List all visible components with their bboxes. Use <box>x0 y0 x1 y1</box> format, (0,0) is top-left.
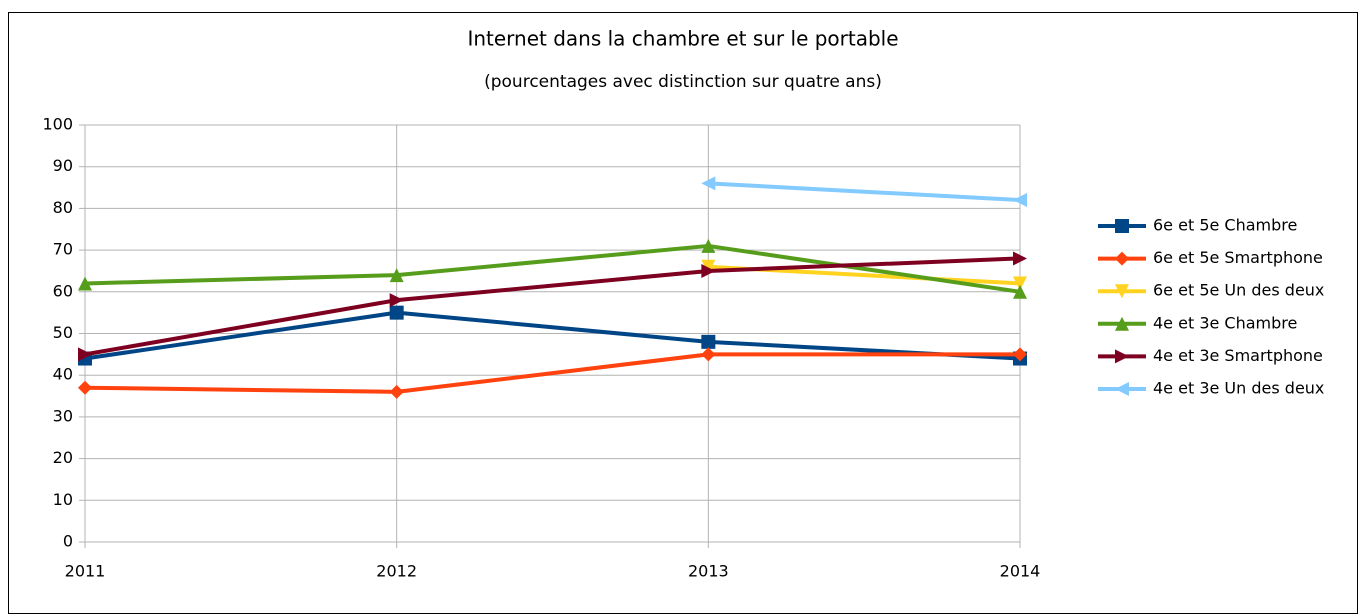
series-line <box>84 352 1020 394</box>
y-tick-label: 40 <box>53 365 73 384</box>
chart-frame <box>8 12 1358 614</box>
data-point <box>78 380 92 395</box>
data-point <box>1013 284 1027 299</box>
x-tick-label: 2013 <box>688 562 729 581</box>
x-tick-label: 2014 <box>1000 562 1041 581</box>
data-point <box>701 263 716 278</box>
y-tick-label: 100 <box>42 115 73 134</box>
x-tick-label: 2012 <box>376 562 417 581</box>
data-point <box>1013 347 1027 362</box>
y-tick-label: 70 <box>53 240 73 259</box>
data-point <box>701 238 716 253</box>
legend-label: 6e et 5e Un des deux <box>1153 281 1324 300</box>
data-point <box>389 268 404 283</box>
data-point <box>1013 251 1027 266</box>
series-line <box>708 181 1021 203</box>
data-point <box>78 276 92 291</box>
y-tick-label: 50 <box>53 323 73 342</box>
series-line <box>84 256 1021 357</box>
chart-title: Internet dans la chambre et sur le porta… <box>467 27 898 51</box>
data-point <box>389 384 404 399</box>
y-tick-label: 90 <box>53 156 73 175</box>
data-point <box>701 334 716 349</box>
legend-marker <box>1115 219 1129 233</box>
data-point <box>389 293 404 308</box>
y-tick-label: 10 <box>53 490 73 509</box>
series-line <box>84 243 1021 294</box>
data-point <box>701 259 716 274</box>
legend-marker <box>1115 251 1129 266</box>
legend-label: 4e et 3e Smartphone <box>1153 346 1323 365</box>
legend-marker <box>1115 382 1129 396</box>
y-tick-label: 30 <box>53 406 73 425</box>
x-tick-label: 2011 <box>65 562 106 581</box>
data-point <box>701 176 716 191</box>
legend-marker <box>1115 316 1129 331</box>
series-line <box>84 310 1021 361</box>
y-tick-label: 0 <box>63 532 73 551</box>
chart-subtitle: (pourcentages avec distinction sur quatr… <box>484 72 882 92</box>
data-point <box>78 347 92 362</box>
legend-label: 6e et 5e Smartphone <box>1153 248 1323 267</box>
data-point <box>701 347 716 362</box>
legend-label: 4e et 3e Chambre <box>1153 313 1297 332</box>
data-point <box>1013 276 1027 291</box>
legend-marker <box>1115 284 1129 299</box>
data-point <box>389 305 404 320</box>
y-tick-label: 20 <box>53 448 73 467</box>
y-tick-label: 80 <box>53 198 73 217</box>
legend-label: 6e et 5e Chambre <box>1153 216 1297 235</box>
y-tick-label: 60 <box>53 281 73 300</box>
legend-marker <box>1115 349 1129 364</box>
legend-label: 4e et 3e Un des deux <box>1153 379 1324 398</box>
data-point <box>1013 193 1027 208</box>
